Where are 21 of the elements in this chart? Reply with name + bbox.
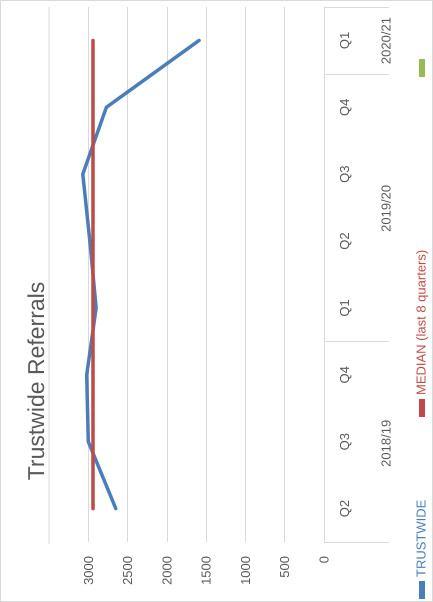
x-tick-label: 2000	[159, 556, 174, 585]
y-tick-label: Q4	[337, 366, 352, 384]
x-tick-label: 1500	[198, 556, 214, 585]
y-tick-label: Q2	[337, 232, 352, 250]
y-tick-label: Q3	[337, 166, 352, 183]
y-tick-label: Q2	[337, 500, 352, 518]
y-tick-label: Q1	[337, 32, 352, 50]
y-tick-label: Q3	[337, 433, 352, 450]
text: 2020/21	[378, 17, 394, 64]
x-tick-label: 1000	[238, 556, 253, 585]
text: 2018/19	[378, 420, 394, 467]
text: MEDIAN (last 8 quarters)	[414, 250, 428, 395]
x-tick-label: 2500	[120, 556, 136, 585]
text: Trustwide Referrals	[23, 282, 49, 480]
text: 2019/20	[378, 184, 394, 232]
x-tick-label: 0	[316, 556, 332, 564]
x-tick-label: 3000	[80, 556, 96, 585]
y-tick-label: Q1	[337, 299, 352, 317]
x-tick-label: 500	[277, 556, 292, 578]
text: TRUSTWIDE	[414, 499, 428, 577]
y-tick-label: Q4	[337, 98, 352, 116]
